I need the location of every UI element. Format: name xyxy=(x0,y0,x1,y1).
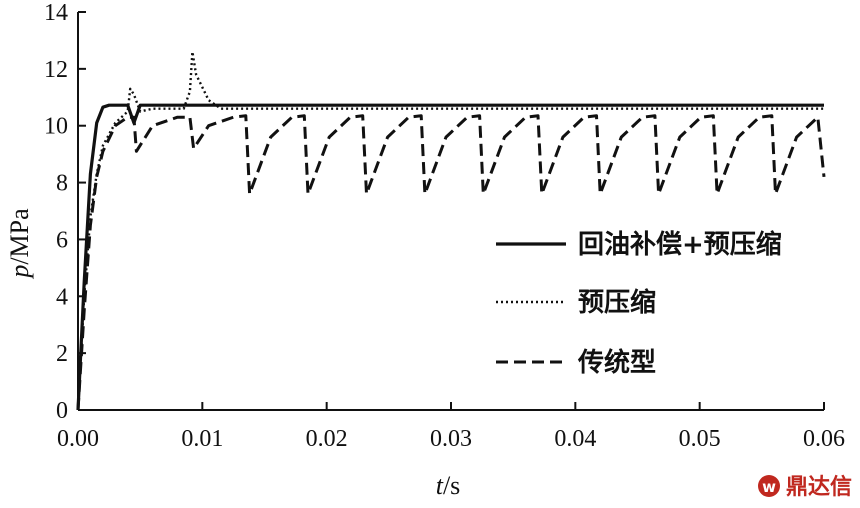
x-axis-var: t xyxy=(436,471,444,500)
y-tick-label: 0 xyxy=(56,398,68,424)
x-tick-label: 0.00 xyxy=(57,426,99,452)
x-tick-label: 0.01 xyxy=(181,426,223,452)
y-axis-unit: /MPa xyxy=(5,208,34,265)
x-tick-label: 0.04 xyxy=(554,426,596,452)
watermark-text: 鼎达信 xyxy=(786,474,852,500)
y-tick-label: 10 xyxy=(44,114,68,140)
x-tick-label: 0.02 xyxy=(306,426,348,452)
x-axis-label: t/s xyxy=(436,471,461,500)
watermark: w 鼎达信 xyxy=(758,474,852,500)
plot-area xyxy=(76,50,826,411)
legend-label: 预压缩 xyxy=(578,287,656,318)
y-tick-label: 4 xyxy=(56,284,68,310)
y-tick-label: 12 xyxy=(44,57,68,83)
y-axis-label: p/MPa xyxy=(5,208,34,280)
y-tick-label: 6 xyxy=(56,227,68,253)
chart-axes: 0.00 0.01 0.02 0.03 0.04 0.05 0.06 0 2 4 6 8 10 12 14 xyxy=(44,0,845,452)
legend-label: 回油补偿+预压缩 xyxy=(578,229,782,260)
y-axis-var: p xyxy=(5,265,34,280)
svg-text:w: w xyxy=(762,478,776,496)
x-tick-label: 0.06 xyxy=(803,426,845,452)
watermark-logo-icon xyxy=(758,475,780,497)
series-line-dashed xyxy=(76,114,826,411)
x-axis-unit: /s xyxy=(443,471,460,500)
y-tick-label: 14 xyxy=(44,0,68,26)
x-tick-label: 0.03 xyxy=(430,426,472,452)
series-line-solid xyxy=(76,103,824,411)
x-tick-label: 0.05 xyxy=(679,426,721,452)
legend-label: 传统型 xyxy=(577,347,656,378)
y-tick-label: 2 xyxy=(56,341,68,367)
y-tick-label: 8 xyxy=(56,171,68,197)
